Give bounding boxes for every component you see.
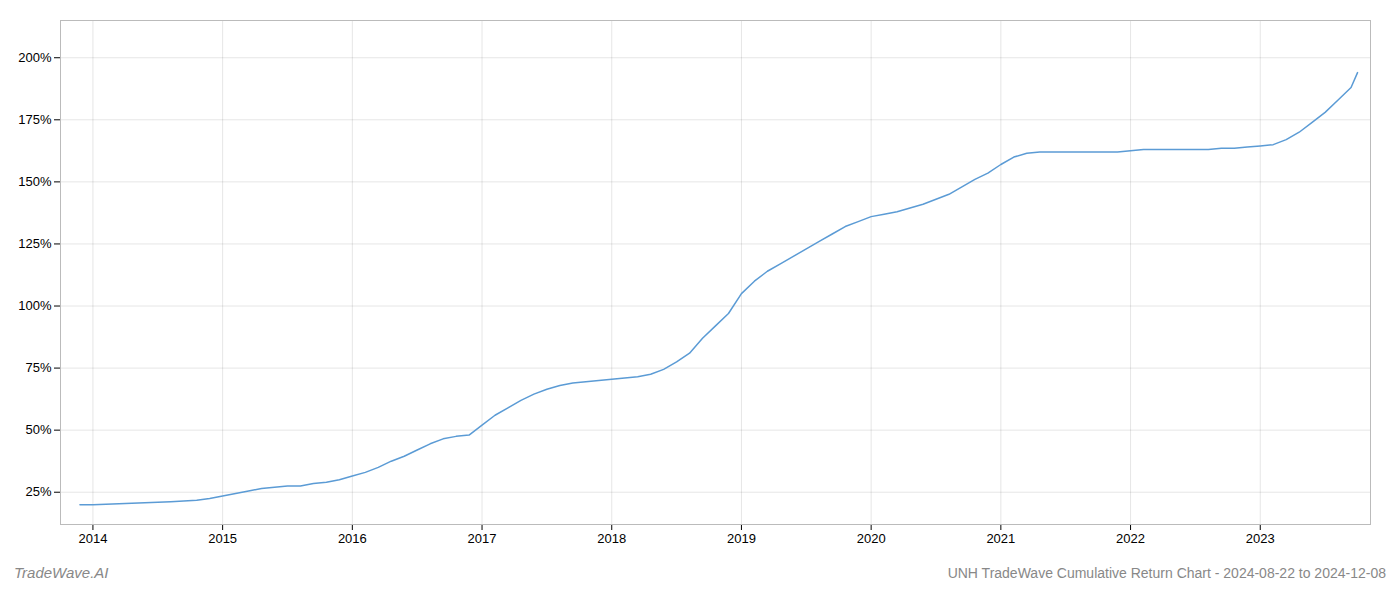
svg-text:200%: 200% bbox=[18, 50, 52, 65]
svg-text:2023: 2023 bbox=[1246, 531, 1275, 546]
svg-text:2019: 2019 bbox=[727, 531, 756, 546]
svg-text:2017: 2017 bbox=[468, 531, 497, 546]
svg-text:2015: 2015 bbox=[208, 531, 237, 546]
svg-text:25%: 25% bbox=[25, 484, 51, 499]
svg-text:2018: 2018 bbox=[597, 531, 626, 546]
svg-text:2022: 2022 bbox=[1116, 531, 1145, 546]
svg-text:2016: 2016 bbox=[338, 531, 367, 546]
svg-text:125%: 125% bbox=[18, 236, 52, 251]
svg-text:175%: 175% bbox=[18, 112, 52, 127]
svg-text:50%: 50% bbox=[25, 422, 51, 437]
svg-text:2014: 2014 bbox=[78, 531, 107, 546]
html-text:TradeWave.AI: TradeWave.AI bbox=[14, 564, 109, 581]
svg-text:150%: 150% bbox=[18, 174, 52, 189]
svg-text:100%: 100% bbox=[18, 298, 52, 313]
svg-text:2021: 2021 bbox=[986, 531, 1015, 546]
svg-text:2020: 2020 bbox=[857, 531, 886, 546]
html-text:UNH TradeWave Cumulative Retur: UNH TradeWave Cumulative Return Chart - … bbox=[947, 565, 1386, 581]
svg-text:75%: 75% bbox=[25, 360, 51, 375]
